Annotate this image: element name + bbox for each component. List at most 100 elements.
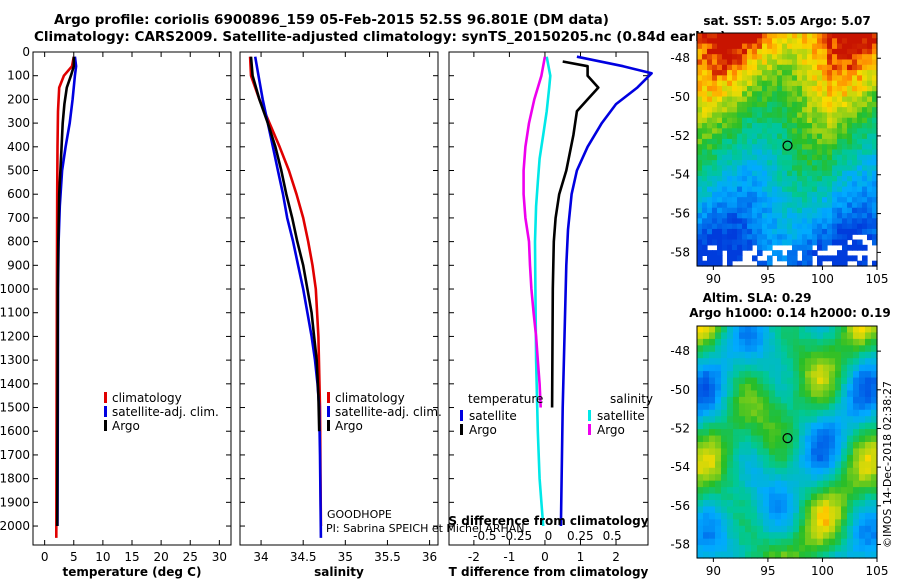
sst-map-cell <box>762 213 768 219</box>
sst-map-cell <box>812 59 818 66</box>
sla-map-cell <box>799 390 806 398</box>
sal-legend-entry: Argo <box>335 419 363 433</box>
sst-map-cell <box>832 170 838 177</box>
sla-map-cell <box>745 519 752 527</box>
sla-map-cell <box>751 435 758 443</box>
sla-map-cell <box>709 416 716 424</box>
depth-tick-label: 700 <box>7 211 30 225</box>
sst-map-cell <box>782 117 788 124</box>
sla-map-cell <box>823 512 830 520</box>
depth-tick-label: 1700 <box>0 448 30 462</box>
sla-map-cell <box>829 364 836 372</box>
sst-map-cell <box>752 144 758 151</box>
sla-map-cell <box>709 332 716 340</box>
sla-map-cell <box>799 416 806 424</box>
sla-map-cell <box>751 351 758 359</box>
sst-map-cell <box>857 85 863 92</box>
sla-map-cell <box>763 371 770 379</box>
sst-map-cell <box>827 80 833 87</box>
sst-map-cell <box>857 228 863 235</box>
diff-xtick-label: 0 <box>541 550 549 564</box>
sst-map-cell <box>837 54 843 61</box>
sst-map-cell <box>742 213 748 219</box>
sst-map-cell <box>812 112 818 119</box>
sla-map-cell <box>865 390 872 398</box>
sla-map-cell <box>805 493 812 501</box>
sst-map-cell <box>772 112 778 119</box>
sst-map-cell <box>797 64 803 71</box>
sst-map-cell <box>717 149 723 156</box>
sst-map-cell <box>767 128 773 135</box>
sla-map-cell <box>859 371 866 379</box>
sst-map-cell <box>742 38 748 45</box>
sla-map-cell <box>763 474 770 482</box>
sst-map-cell <box>762 70 768 76</box>
sst-map-cell <box>697 112 703 119</box>
sst-map-cell <box>852 123 858 129</box>
sla-map-cell <box>823 345 830 353</box>
sla-map-cell <box>841 351 848 359</box>
sla-map-cell <box>769 500 776 508</box>
sla-map-cell <box>787 525 794 533</box>
sst-map-cell <box>847 101 853 108</box>
sst-map-cell <box>737 207 743 214</box>
sla-map-cell <box>715 358 722 366</box>
sst-map-cell <box>857 186 863 193</box>
sst-map-cell <box>822 123 828 129</box>
sst-map-cell <box>752 255 758 262</box>
sst-map-cell <box>837 234 843 241</box>
sla-map-cell <box>859 480 866 488</box>
sla-map-cell <box>799 422 806 430</box>
sst-map-cell <box>747 75 753 82</box>
sla-map-cell <box>817 467 824 475</box>
sst-map-cell <box>792 218 798 225</box>
sst-map-cell <box>732 70 738 76</box>
sst-map-cell <box>697 244 703 251</box>
sst-map-cell <box>822 117 828 124</box>
sst-map-cell <box>792 170 798 177</box>
sla-map-cell <box>733 332 740 340</box>
sst-map-cell <box>807 54 813 61</box>
sst-map-cell <box>727 59 733 66</box>
sst-map-cell <box>842 48 848 55</box>
sla-map-cell <box>823 364 830 372</box>
sst-map-ytick-label: -58 <box>670 245 690 259</box>
sst-map-cell <box>772 123 778 129</box>
sst-map-cell <box>847 149 853 156</box>
sst-map-cell <box>797 207 803 214</box>
sal-series-argo <box>249 56 321 432</box>
temp-xtick-label: 30 <box>212 550 227 564</box>
sla-map-cell <box>751 474 758 482</box>
sst-map-cell <box>697 228 703 235</box>
sla-map-cell <box>709 351 716 359</box>
sla-map-cell <box>757 371 764 379</box>
sla-map-cell <box>787 532 794 540</box>
sst-map-cell <box>707 138 713 145</box>
sst-map-cell <box>837 48 843 55</box>
sla-map-cell <box>799 454 806 462</box>
sst-map-cell <box>847 191 853 198</box>
sst-map-cell <box>807 33 813 39</box>
sst-map-cell <box>717 64 723 71</box>
sla-map-cell <box>871 390 878 398</box>
sla-map-cell <box>787 512 794 520</box>
sst-map-cell <box>847 202 853 209</box>
sst-map-cell <box>787 181 793 188</box>
sst-map-cell <box>737 101 743 108</box>
sst-map-cell <box>742 186 748 193</box>
sla-map-cell <box>757 364 764 372</box>
sst-map-xtick-label: 105 <box>866 272 889 286</box>
sst-map-cell <box>787 107 793 114</box>
sst-map-cell <box>852 255 858 262</box>
sst-map-cell <box>842 160 848 166</box>
sst-map-cell <box>732 80 738 87</box>
sst-map-cell <box>757 43 763 50</box>
sla-map-cell <box>871 338 878 346</box>
sst-map-cell <box>867 70 873 76</box>
sst-map-cell <box>782 123 788 129</box>
sst-map-cell <box>697 207 703 214</box>
sla-map-cell <box>763 429 770 437</box>
sla-map-cell <box>697 454 704 462</box>
sst-map-cell <box>807 181 813 188</box>
sla-map-cell <box>841 338 848 346</box>
